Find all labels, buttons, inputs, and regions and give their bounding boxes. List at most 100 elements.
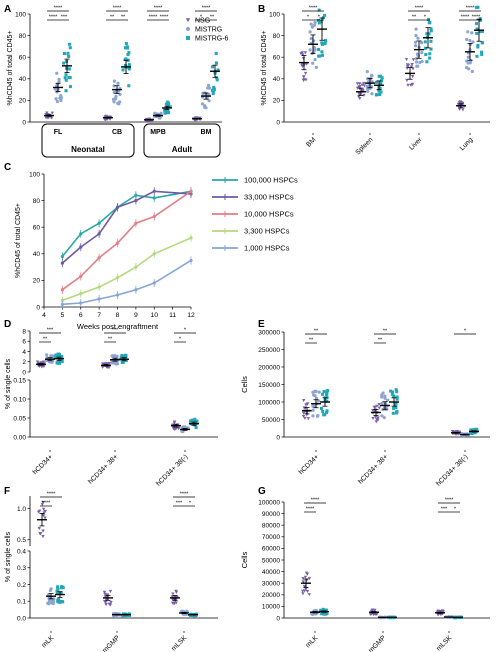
point-nsg [171,598,175,602]
point-nsg [307,593,311,597]
legend-marker-mistrg-6 [186,36,190,40]
point-mistrg-6 [426,17,431,21]
y-tick-label: 300000 [258,329,280,336]
point-mistrg-6 [212,87,216,91]
point-mistrg-6 [67,42,72,46]
point-mistrg-6 [325,399,329,403]
x-tick-label: 9 [134,312,138,319]
point-mistrg-6 [325,409,329,413]
point-mistrg [207,92,211,97]
point-mistrg-6 [389,389,393,393]
x-tick-label: BM [201,129,212,136]
point-mistrg [314,389,318,394]
point-mistrg [467,67,471,71]
y-tick-label: 2 [22,359,26,366]
significance-label: ** [108,337,113,343]
point-nsg [410,82,414,86]
point-nsg [453,430,458,434]
significance-label: * [454,507,457,513]
point-mistrg-6 [429,29,433,33]
point-nsg [360,83,364,87]
point-mistrg [466,61,470,65]
y-axis-title: %hCD45 of total CD45+ [7,31,14,106]
y-tick-label: 80 [273,33,281,40]
point-mistrg-6 [166,111,170,115]
series-point [60,302,64,306]
point-mistrg-6 [320,53,324,57]
series-point [79,274,83,279]
point-mistrg-6 [62,52,66,56]
point-mistrg-6 [121,360,125,364]
x-tick-label: hCD34+ 38+ [357,453,389,485]
point-nsg [107,602,111,606]
legend-marker-mistrg [185,26,191,32]
y-tick-label: 90000 [262,511,280,518]
point-mistrg-6 [374,80,379,84]
point-mistrg [380,395,384,399]
y-tick-label: 0.4 [17,548,26,555]
significance-label: *** [47,328,54,334]
y-tick-label: 100000 [258,399,280,406]
y-tick-label: 100 [269,11,280,18]
significance-label: **** [306,507,315,513]
point-nsg [36,510,41,514]
point-nsg [355,82,360,86]
point-nsg [102,590,107,594]
point-mistrg [316,413,320,418]
x-tick-label: 11 [169,312,176,319]
point-mistrg [414,27,418,31]
y-tick-label: 40 [19,76,27,83]
point-mistrg-6 [379,90,383,94]
point-mistrg [383,394,387,398]
point-nsg [357,85,361,89]
y-axis-title: Cells [240,376,249,393]
point-mistrg-6 [210,65,215,69]
point-mistrg-6 [321,392,325,396]
point-nsg [301,75,306,79]
point-mistrg [416,54,420,58]
point-mistrg [311,61,315,65]
significance-label: **** [180,492,189,498]
point-mistrg [313,20,317,25]
y-tick-label: 70000 [262,534,280,541]
point-mistrg-6 [423,40,427,44]
point-mistrg [46,601,50,605]
point-mistrg-6 [216,68,220,72]
x-tick-label: 10 [150,312,158,319]
series-point [60,254,64,259]
significance-label: **** [311,498,320,504]
y-tick-label: 60 [33,225,41,232]
point-mistrg [55,99,60,104]
point-mistrg [115,362,120,366]
point-mistrg-6 [63,76,67,80]
point-mistrg-6 [127,613,131,617]
series-point [115,293,120,297]
point-mistrg-6 [56,591,60,595]
series-point [134,288,138,292]
y-tick-label: 150000 [258,382,280,389]
point-mistrg-6 [124,41,128,46]
y-tick-label: 100 [29,171,40,178]
point-mistrg-6 [395,409,399,414]
legend-label: 1,000 HSPCs [244,244,290,253]
point-mistrg [200,102,205,106]
point-mistrg [207,99,211,103]
point-nsg [371,416,375,421]
point-mistrg [112,79,117,83]
point-mistrg-6 [168,105,172,109]
point-mistrg [365,70,369,74]
point-nsg [371,608,375,612]
point-nsg [41,500,45,505]
series-point [152,214,156,219]
panel-c: 0 20 40 60 80 100 4 5 6 7 8 9 10 11 12 %hCD45 of total … [15,171,298,331]
point-nsg [377,403,381,407]
point-mistrg-6 [321,409,325,413]
point-mistrg-6 [395,390,399,394]
point-mistrg-6 [479,30,483,34]
y-tick-label: 0.05 [13,415,26,422]
significance-label: **** [202,6,211,12]
point-mistrg [116,101,120,105]
point-mistrg [310,25,315,29]
x-tick-label: hCD34+ 38(-) [155,453,189,487]
